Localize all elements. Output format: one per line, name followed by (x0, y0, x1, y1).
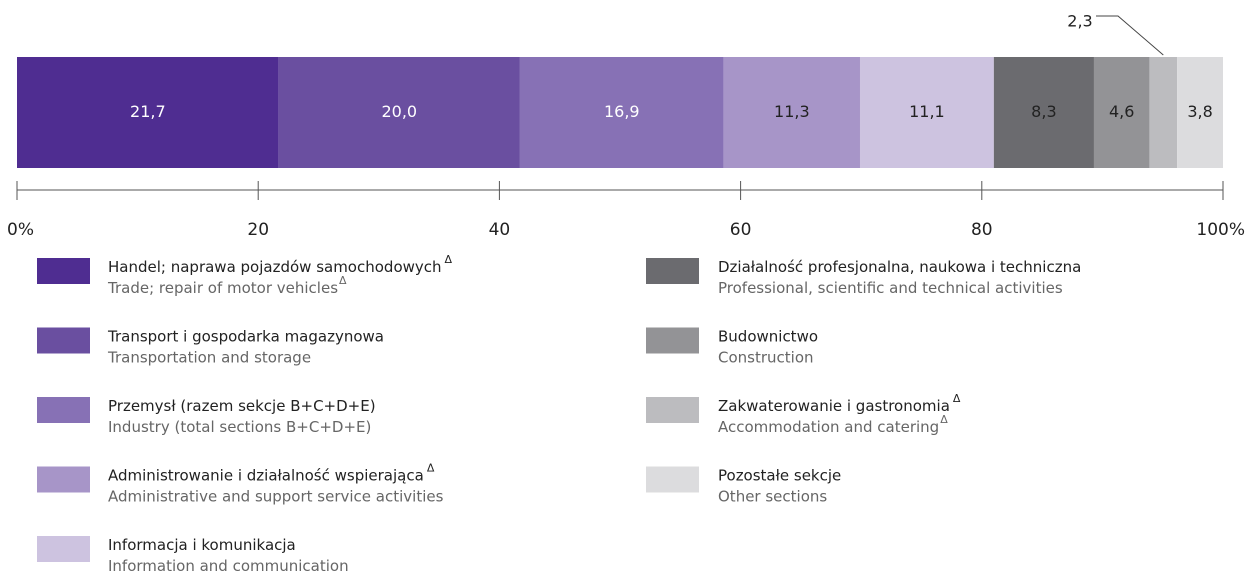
legend-mark: Δ (445, 253, 453, 266)
legend-swatch (646, 397, 699, 423)
legend-label: Informacja i komunikacja (108, 536, 296, 554)
legend-name-en: Industry (total sections B+C+D+E) (108, 418, 371, 436)
leader-line (1096, 15, 1164, 56)
legend-swatch (37, 466, 90, 493)
legend-label: Transport i gospodarka magazynowa (107, 327, 384, 345)
x-tick-label: 100% (1196, 220, 1245, 240)
bar-segment (723, 57, 860, 168)
legend-label: Administrowanie i działalność wspierając… (108, 462, 435, 485)
legend-swatch (37, 397, 90, 423)
legend-name: Działalność profesjonalna, naukowa i tec… (718, 258, 1081, 276)
legend-label: Pozostałe sekcje (718, 466, 841, 484)
value-label: 8,3 (1031, 102, 1056, 121)
legend-swatch (37, 536, 90, 562)
legend-name-en: Other sections (718, 487, 827, 505)
value-label: 2,3 (1067, 12, 1092, 31)
legend-name: Handel; naprawa pojazdów samochodowych (108, 258, 442, 276)
legend-name-en: Transportation and storage (107, 348, 311, 366)
x-tick-label: 40 (489, 220, 511, 240)
value-label: 21,7 (130, 102, 166, 121)
legend-label-en: Transportation and storage (107, 348, 311, 366)
legend-name-en: Construction (718, 348, 814, 366)
legend-label-en: Accommodation and cateringΔ (718, 413, 948, 436)
legend-label: Budownictwo (718, 327, 818, 345)
x-tick-label: 0% (7, 220, 34, 240)
value-label: 4,6 (1109, 102, 1134, 121)
legend-swatch (646, 466, 699, 493)
x-tick-label: 60 (730, 220, 752, 240)
legend-name: Przemysł (razem sekcje B+C+D+E) (108, 397, 376, 415)
legend-label-en: Construction (718, 348, 814, 366)
legend-name-en: Accommodation and catering (718, 418, 939, 436)
x-tick-label: 80 (971, 220, 993, 240)
legend-swatch (646, 258, 699, 284)
legend-name: Administrowanie i działalność wspierając… (108, 466, 424, 484)
legend-name-en: Professional, scientific and technical a… (718, 279, 1063, 297)
bar-segment (859, 57, 994, 168)
legend-label-en: Other sections (718, 487, 827, 505)
legend-name: Transport i gospodarka magazynowa (107, 327, 384, 345)
legend-label: Handel; naprawa pojazdów samochodowych Δ (108, 253, 453, 276)
legend-label: Działalność profesjonalna, naukowa i tec… (718, 258, 1081, 276)
bar-segment (1149, 57, 1178, 168)
bar-segment (17, 57, 279, 168)
legend-mark: Δ (953, 392, 961, 405)
bar-segment (993, 57, 1094, 168)
legend-name: Budownictwo (718, 327, 818, 345)
bar-segment (519, 57, 724, 168)
bar-segment (1093, 57, 1150, 168)
legend-label-en: Information and communication (108, 557, 349, 572)
legend-name-en: Administrative and support service activ… (108, 487, 444, 505)
legend-label-en: Industry (total sections B+C+D+E) (108, 418, 371, 436)
legend-mark: Δ (339, 274, 347, 287)
legend-name-en: Trade; repair of motor vehicles (107, 279, 338, 297)
legend-name: Informacja i komunikacja (108, 536, 296, 554)
legend-label-en: Administrative and support service activ… (108, 487, 444, 505)
value-label: 16,9 (604, 102, 640, 121)
legend-label-en: Trade; repair of motor vehiclesΔ (107, 274, 347, 297)
value-label: 20,0 (381, 102, 417, 121)
legend-mark: Δ (427, 462, 435, 475)
value-label: 11,3 (774, 102, 810, 121)
legend-mark: Δ (940, 413, 948, 426)
legend-name-en: Information and communication (108, 557, 349, 572)
legend-name: Zakwaterowanie i gastronomia (718, 397, 950, 415)
x-tick-label: 20 (247, 220, 269, 240)
value-label: 11,1 (909, 102, 945, 121)
legend-name: Pozostałe sekcje (718, 466, 841, 484)
bar-segment (278, 57, 520, 168)
legend-label: Przemysł (razem sekcje B+C+D+E) (108, 397, 376, 415)
value-label: 3,8 (1187, 102, 1212, 121)
bar-segment (1177, 57, 1223, 168)
legend-label: Zakwaterowanie i gastronomia Δ (718, 392, 961, 415)
legend-swatch (37, 258, 90, 284)
legend-swatch (37, 327, 90, 354)
legend-label-en: Professional, scientific and technical a… (718, 279, 1063, 297)
legend-swatch (646, 327, 699, 354)
